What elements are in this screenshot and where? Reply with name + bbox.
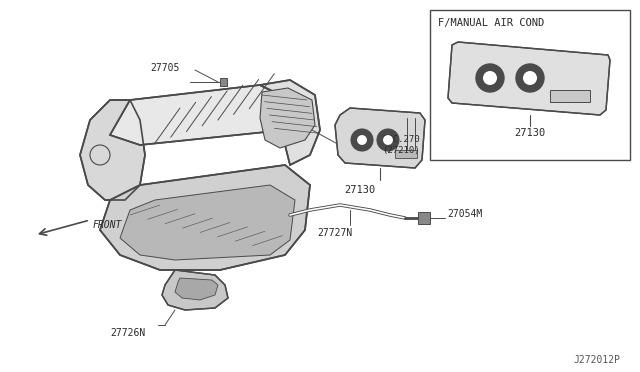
Polygon shape: [448, 42, 610, 115]
Circle shape: [516, 64, 544, 92]
Polygon shape: [260, 88, 315, 148]
Circle shape: [357, 135, 367, 145]
Bar: [430, 10, 630, 160]
Polygon shape: [100, 165, 310, 270]
Bar: [395, 150, 417, 158]
Polygon shape: [120, 185, 295, 260]
Bar: [550, 90, 590, 102]
Polygon shape: [175, 278, 218, 300]
Polygon shape: [80, 100, 145, 200]
Bar: [418, 212, 430, 224]
Text: 27130: 27130: [515, 128, 546, 138]
Polygon shape: [110, 85, 290, 145]
Text: FRONT: FRONT: [93, 220, 122, 230]
Circle shape: [383, 135, 393, 145]
Circle shape: [476, 64, 504, 92]
Text: 27705: 27705: [150, 63, 179, 73]
Text: 27726N: 27726N: [110, 328, 145, 338]
Circle shape: [351, 129, 373, 151]
Text: 27130: 27130: [344, 185, 376, 195]
Polygon shape: [335, 108, 425, 168]
Text: SEC.270: SEC.270: [382, 135, 420, 144]
Text: (27210): (27210): [382, 145, 420, 154]
Circle shape: [523, 71, 537, 85]
Bar: [220, 78, 227, 86]
Text: J272012P: J272012P: [573, 355, 620, 365]
Text: 27054M: 27054M: [447, 209, 483, 219]
Circle shape: [483, 71, 497, 85]
Text: F/MANUAL AIR COND: F/MANUAL AIR COND: [438, 18, 544, 28]
Polygon shape: [162, 270, 228, 310]
Circle shape: [377, 129, 399, 151]
Polygon shape: [260, 80, 320, 165]
Text: 27727N: 27727N: [317, 228, 353, 238]
